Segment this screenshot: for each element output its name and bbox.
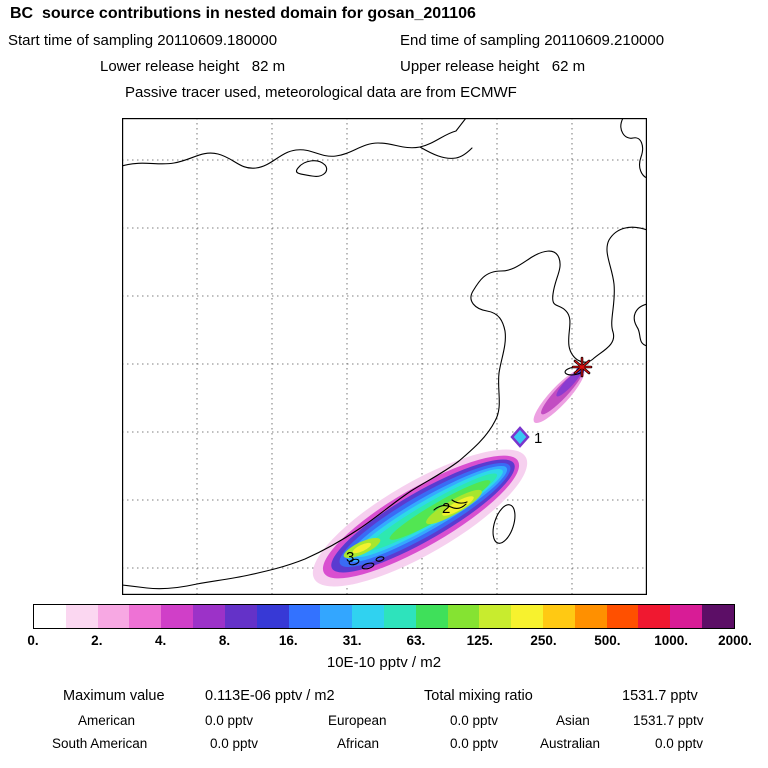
colorbar-segment — [702, 605, 734, 628]
end-time-text: End time of sampling 20110609.210000 — [400, 32, 665, 49]
figure-title: BC source contributions in nested domain… — [10, 5, 476, 22]
region-label-australian: Australian — [540, 736, 601, 751]
colorbar-tick-label: 250. — [530, 633, 557, 648]
colorbar-segment — [34, 605, 66, 628]
colorbar-tick-label: 2. — [91, 633, 103, 648]
colorbar-segment — [670, 605, 703, 628]
colorbar-segment — [97, 605, 130, 628]
plume-label-2: 2 — [442, 500, 450, 517]
colorbar-segment — [161, 605, 194, 628]
maximum-value: 0.113E-06 pptv / m2 — [205, 688, 335, 704]
lower-release-text: Lower release height 82 m — [100, 58, 286, 75]
colorbar-segment — [320, 605, 353, 628]
colorbar-segment — [129, 605, 162, 628]
colorbar-tick-label: 31. — [342, 633, 362, 648]
region-label-american: American — [78, 713, 136, 728]
region-value-american: 0.0 pptv — [205, 713, 254, 728]
colorbar — [33, 604, 735, 629]
colorbar-segment — [606, 605, 639, 628]
colorbar-unit-label: 10E-10 pptv / m2 — [326, 654, 442, 671]
region-value-asian: 1531.7 pptv — [633, 713, 704, 728]
colorbar-tick-label: 125. — [466, 633, 493, 648]
colorbar-segment — [383, 605, 416, 628]
colorbar-tick-label: 16. — [278, 633, 298, 648]
colorbar-tick-label: 1000. — [654, 633, 689, 648]
colorbar-tick-label: 2000. — [718, 633, 752, 648]
total-mixing-ratio-label: Total mixing ratio — [424, 688, 533, 704]
colorbar-segment — [447, 605, 480, 628]
colorbar-tick-label: 0. — [27, 633, 39, 648]
region-label-african: African — [337, 736, 380, 751]
receptor-star-marker — [571, 356, 593, 378]
colorbar-segment — [193, 605, 225, 628]
region-label-south-american: South American — [52, 736, 148, 751]
region-value-australian: 0.0 pptv — [655, 736, 704, 751]
colorbar-segment — [543, 605, 575, 628]
colorbar-tick-label: 8. — [218, 633, 231, 648]
map-border — [122, 118, 647, 595]
colorbar-segment — [511, 605, 543, 628]
region-label-european: European — [328, 713, 387, 728]
colorbar-segment — [288, 605, 321, 628]
maximum-value-label: Maximum value — [63, 688, 165, 704]
plume-label-3: 3 — [346, 549, 354, 566]
colorbar-segment — [574, 605, 607, 628]
region-value-european: 0.0 pptv — [450, 713, 499, 728]
colorbar-segment — [224, 605, 257, 628]
tracer-info-text: Passive tracer used, meteorological data… — [125, 84, 517, 101]
start-time-text: Start time of sampling 20110609.180000 — [8, 32, 278, 49]
region-value-african: 0.0 pptv — [450, 736, 499, 751]
plume-shading — [312, 367, 585, 587]
plume-cell-diamond — [510, 426, 530, 448]
region-label-asian: Asian — [556, 713, 590, 728]
colorbar-tick-label: 63. — [406, 633, 426, 648]
total-mixing-ratio-value: 1531.7 pptv — [622, 688, 698, 704]
colorbar-segment — [352, 605, 384, 628]
colorbar-segment — [256, 605, 289, 628]
colorbar-segment — [65, 605, 98, 628]
upper-release-text: Upper release height 62 m — [400, 58, 586, 75]
colorbar-tick-label: 500. — [594, 633, 621, 648]
colorbar-segment — [415, 605, 448, 628]
colorbar-segment — [638, 605, 671, 628]
colorbar-tick-label: 4. — [154, 633, 167, 648]
colorbar-segment — [479, 605, 512, 628]
plume-label-1: 1 — [534, 430, 542, 447]
colorbar-ticks: 0. 2. 4. 8. 16. 31. 63. 125. 250. 500. 1000. 2000. — [27, 633, 752, 649]
region-value-south-american: 0.0 pptv — [210, 736, 259, 751]
map-panel: 1 2 3 — [121, 117, 648, 595]
